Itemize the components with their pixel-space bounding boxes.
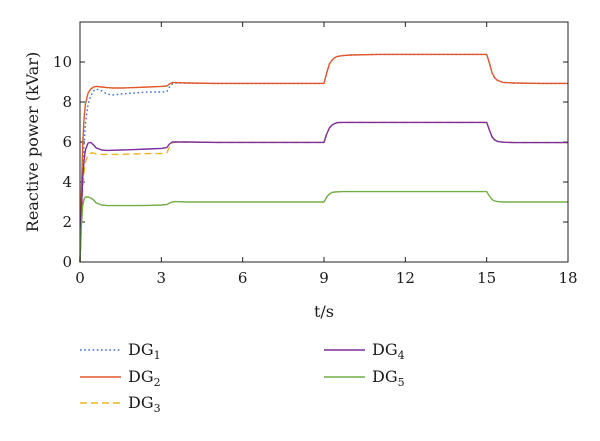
legend-label-base: DG — [128, 340, 154, 359]
y-tick-label-6: 6 — [62, 133, 72, 151]
y-tick-label-2: 2 — [62, 213, 72, 231]
legend-label-subscript: 3 — [154, 402, 161, 415]
x-tick-label-18: 18 — [558, 269, 577, 287]
legend-label-base: DG — [128, 367, 154, 386]
x-tick-label-9: 9 — [319, 269, 329, 287]
x-axis-title: t/s — [314, 302, 334, 321]
series-line-dg3 — [79, 121, 568, 263]
legend-label-dg5: DG5 — [372, 367, 405, 389]
series-line-dg5 — [79, 190, 568, 263]
legend-label-subscript: 1 — [154, 349, 161, 362]
y-tick-label-4: 4 — [62, 173, 72, 191]
x-tick-label-6: 6 — [238, 269, 248, 287]
legend-label-subscript: 2 — [154, 376, 161, 389]
legend-label-base: DG — [128, 393, 154, 412]
y-axis-title: Reactive power (kVar) — [23, 52, 42, 232]
y-tick-label-10: 10 — [53, 53, 72, 71]
series-line-dg2 — [79, 53, 568, 263]
legend-label-base: DG — [372, 340, 398, 359]
legend-label-dg4: DG4 — [372, 340, 405, 362]
legend-label-dg3: DG3 — [128, 393, 161, 415]
x-tick-label-12: 12 — [396, 269, 415, 287]
x-tick-label-3: 3 — [157, 269, 167, 287]
x-tick-label-15: 15 — [477, 269, 496, 287]
legend-label-base: DG — [372, 367, 398, 386]
x-tick-label-0: 0 — [75, 269, 85, 287]
legend-label-dg2: DG2 — [128, 367, 161, 389]
legend-label-subscript: 5 — [398, 376, 405, 389]
tick-labels-layer: 0 3 6 9 12 15 18 0 2 4 6 8 10 — [53, 53, 578, 287]
legend-label-subscript: 4 — [398, 349, 405, 362]
plot-frame — [79, 21, 569, 263]
legend-label-dg1: DG1 — [128, 340, 161, 362]
series-line-dg4 — [79, 121, 568, 263]
y-tick-label-0: 0 — [62, 253, 72, 271]
series-line-dg1 — [79, 53, 568, 263]
y-tick-label-8: 8 — [62, 93, 72, 111]
series-layer — [79, 53, 568, 263]
